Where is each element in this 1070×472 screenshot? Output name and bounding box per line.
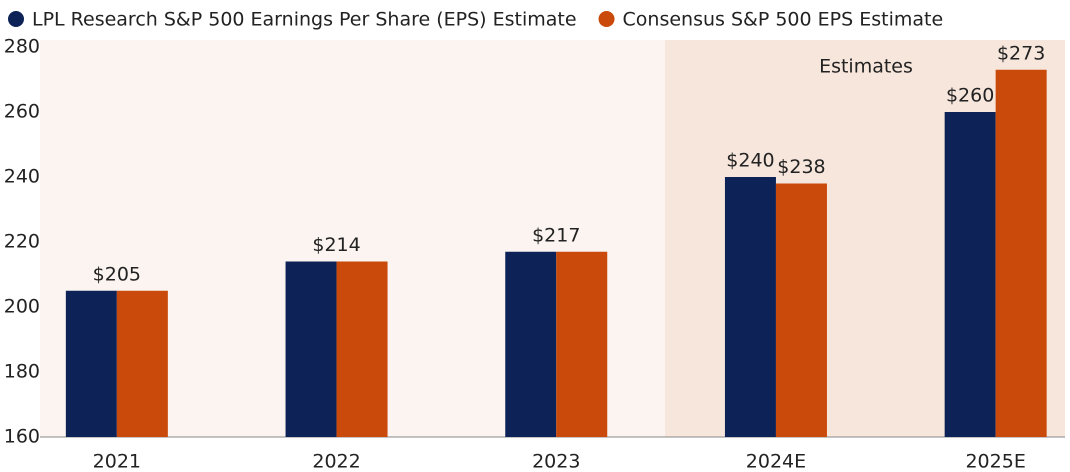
legend-marker: [8, 11, 24, 27]
bar: [556, 251, 608, 437]
data-label: $205: [93, 263, 141, 285]
bar: [285, 261, 337, 437]
bar: [775, 183, 827, 437]
y-tick-label: 200: [4, 296, 40, 318]
y-tick-label: 180: [4, 361, 40, 383]
bar: [65, 290, 117, 437]
data-label: $238: [777, 156, 825, 178]
y-tick-label: 160: [4, 426, 40, 448]
data-label: $217: [532, 224, 580, 246]
bar: [505, 251, 557, 437]
x-tick-label: 2025E: [965, 451, 1025, 472]
data-label: $214: [312, 234, 360, 256]
data-label: $240: [726, 150, 774, 172]
x-tick-label: 2023: [532, 451, 580, 472]
bar: [944, 112, 996, 437]
y-tick-label: 240: [4, 166, 40, 188]
y-tick-label: 280: [4, 36, 40, 58]
bar: [116, 290, 168, 437]
legend-marker: [598, 11, 615, 27]
data-label: $273: [997, 42, 1045, 64]
data-label: $260: [946, 85, 994, 107]
legend-label: LPL Research S&P 500 Earnings Per Share …: [32, 9, 577, 31]
y-tick-label: 220: [4, 231, 40, 253]
y-tick-label: 260: [4, 101, 40, 123]
bar: [724, 177, 776, 437]
x-tick-label: 2024E: [746, 451, 806, 472]
legend-label: Consensus S&P 500 EPS Estimate: [623, 9, 944, 31]
bar: [336, 261, 388, 437]
x-tick-label: 2021: [93, 451, 141, 472]
x-tick-label: 2022: [312, 451, 360, 472]
annotation: Estimates: [819, 56, 913, 78]
bar: [995, 69, 1047, 437]
